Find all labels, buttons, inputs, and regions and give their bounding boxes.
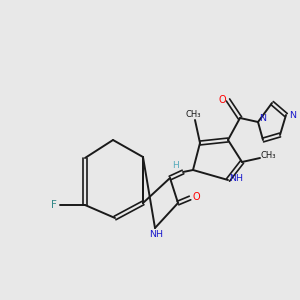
Text: CH₃: CH₃ bbox=[261, 151, 276, 160]
Text: NH: NH bbox=[230, 174, 243, 183]
Text: H: H bbox=[172, 161, 179, 170]
Text: F: F bbox=[51, 200, 57, 210]
Text: CH₃: CH₃ bbox=[186, 110, 201, 119]
Text: O: O bbox=[219, 95, 226, 105]
Text: NH: NH bbox=[149, 230, 164, 239]
Text: N: N bbox=[289, 111, 296, 120]
Text: O: O bbox=[193, 191, 200, 202]
Text: N: N bbox=[259, 114, 266, 123]
